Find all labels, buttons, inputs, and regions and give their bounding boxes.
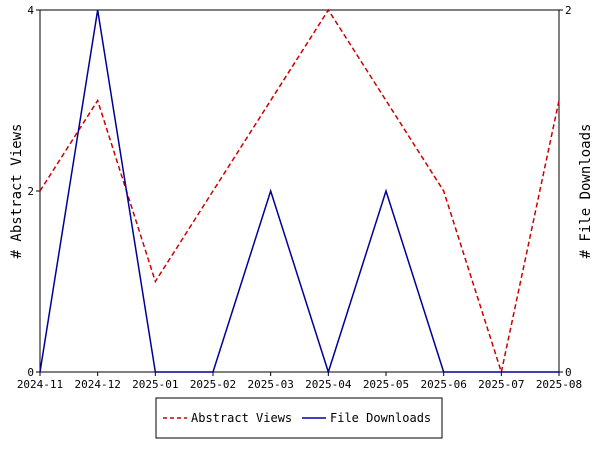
series-line-file-downloads: [39, 9, 559, 375]
legend-label-abstract-views: Abstract Views: [191, 411, 292, 425]
x-tick-label: 2025-01: [132, 378, 178, 391]
x-tick-label: 2025-08: [536, 378, 582, 391]
y-axis-title: # Abstract Views: [9, 124, 25, 259]
y2-tick-label: 0: [565, 366, 572, 379]
legend-label-file-downloads: File Downloads: [330, 411, 431, 425]
x-tick-label: 2024-12: [74, 378, 120, 391]
legend-box: [155, 397, 443, 439]
x-tick-label: 2024-11: [17, 378, 63, 391]
series-layer: [39, 8, 560, 375]
x-tick-label: 2025-03: [247, 378, 293, 391]
y-tick-label: 2: [27, 185, 34, 198]
y2-axis-title: # File Downloads: [578, 124, 594, 259]
y-tick-label: 4: [27, 4, 34, 17]
legend: Abstract Views File Downloads: [155, 397, 443, 439]
x-tick-label: 2025-07: [478, 378, 524, 391]
x-tick-label: 2025-02: [190, 378, 236, 391]
x-axis: 2024-11 2024-12 2025-01 2025-02 2025-03 2025-…: [17, 372, 582, 391]
y2-tick-label: 2: [565, 4, 572, 17]
y-tick-label: 0: [27, 366, 34, 379]
y-axis-left: 0 2 4: [27, 4, 40, 379]
x-tick-label: 2025-04: [305, 378, 352, 391]
y-axis-right: 02: [559, 4, 572, 379]
plot-area: [39, 9, 560, 373]
x-tick-label: 2025-05: [363, 378, 409, 391]
x-tick-label: 2025-06: [420, 378, 466, 391]
